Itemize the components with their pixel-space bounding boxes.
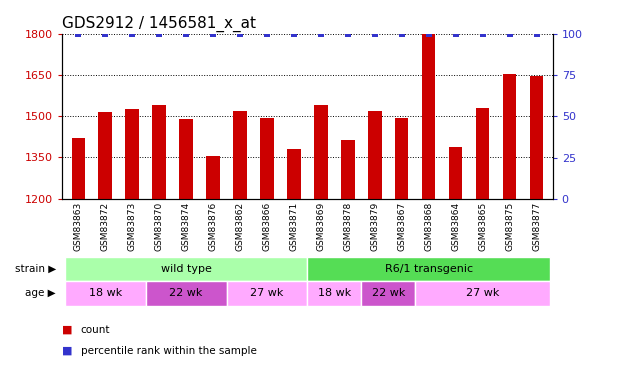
- Bar: [179, 119, 193, 199]
- Text: GSM83874: GSM83874: [181, 202, 191, 251]
- Point: [127, 31, 137, 37]
- Point: [451, 31, 461, 37]
- Bar: [206, 156, 220, 199]
- Bar: [146, 281, 227, 306]
- Bar: [65, 281, 146, 306]
- Text: GSM83867: GSM83867: [397, 202, 406, 251]
- Bar: [395, 118, 409, 199]
- Text: GSM83864: GSM83864: [451, 202, 460, 251]
- Bar: [307, 281, 361, 306]
- Text: 22 wk: 22 wk: [170, 288, 203, 298]
- Point: [100, 31, 110, 37]
- Text: 22 wk: 22 wk: [371, 288, 405, 298]
- Text: ■: ■: [62, 325, 73, 335]
- Bar: [307, 257, 550, 281]
- Point: [73, 31, 83, 37]
- Text: age ▶: age ▶: [25, 288, 56, 298]
- Text: GSM83869: GSM83869: [316, 202, 325, 251]
- Bar: [314, 105, 328, 199]
- Bar: [503, 74, 516, 199]
- Text: 18 wk: 18 wk: [318, 288, 351, 298]
- Text: GSM83873: GSM83873: [128, 202, 137, 251]
- Point: [532, 31, 542, 37]
- Point: [181, 31, 191, 37]
- Text: GSM83876: GSM83876: [209, 202, 217, 251]
- Bar: [422, 34, 435, 199]
- Text: GSM83862: GSM83862: [235, 202, 245, 251]
- Point: [478, 31, 487, 37]
- Point: [262, 31, 272, 37]
- Text: strain ▶: strain ▶: [15, 264, 56, 274]
- Bar: [530, 76, 543, 199]
- Text: GSM83865: GSM83865: [478, 202, 487, 251]
- Text: percentile rank within the sample: percentile rank within the sample: [81, 346, 256, 355]
- Text: ■: ■: [62, 346, 73, 355]
- Text: count: count: [81, 325, 111, 335]
- Bar: [227, 281, 307, 306]
- Text: wild type: wild type: [161, 264, 212, 274]
- Bar: [260, 118, 274, 199]
- Bar: [368, 111, 381, 199]
- Text: GSM83870: GSM83870: [155, 202, 164, 251]
- Bar: [152, 105, 166, 199]
- Bar: [449, 147, 463, 199]
- Point: [316, 31, 326, 37]
- Text: GSM83871: GSM83871: [289, 202, 299, 251]
- Bar: [341, 140, 355, 199]
- Point: [370, 31, 380, 37]
- Text: GSM83879: GSM83879: [370, 202, 379, 251]
- Point: [289, 31, 299, 37]
- Point: [424, 31, 433, 37]
- Text: GSM83875: GSM83875: [505, 202, 514, 251]
- Point: [208, 31, 218, 37]
- Point: [505, 31, 515, 37]
- Text: 27 wk: 27 wk: [466, 288, 499, 298]
- Bar: [99, 112, 112, 199]
- Text: GSM83878: GSM83878: [343, 202, 352, 251]
- Bar: [476, 108, 489, 199]
- Bar: [65, 257, 307, 281]
- Point: [343, 31, 353, 37]
- Bar: [125, 110, 139, 199]
- Text: GDS2912 / 1456581_x_at: GDS2912 / 1456581_x_at: [62, 16, 256, 32]
- Bar: [415, 281, 550, 306]
- Text: GSM83872: GSM83872: [101, 202, 110, 251]
- Point: [397, 31, 407, 37]
- Text: R6/1 transgenic: R6/1 transgenic: [384, 264, 473, 274]
- Bar: [361, 281, 415, 306]
- Point: [235, 31, 245, 37]
- Point: [154, 31, 164, 37]
- Text: GSM83877: GSM83877: [532, 202, 541, 251]
- Text: GSM83866: GSM83866: [263, 202, 271, 251]
- Bar: [233, 111, 247, 199]
- Text: 18 wk: 18 wk: [89, 288, 122, 298]
- Bar: [287, 149, 301, 199]
- Text: GSM83868: GSM83868: [424, 202, 433, 251]
- Text: 27 wk: 27 wk: [250, 288, 284, 298]
- Text: GSM83863: GSM83863: [74, 202, 83, 251]
- Bar: [71, 138, 85, 199]
